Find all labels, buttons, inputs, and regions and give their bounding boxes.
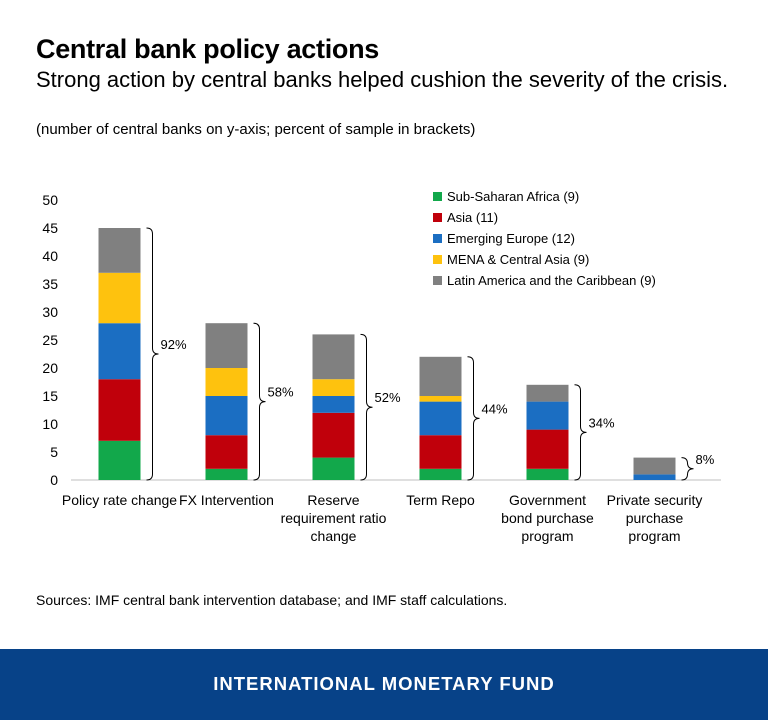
legend-label: Asia (11) bbox=[447, 210, 498, 225]
bar-segment bbox=[205, 396, 248, 436]
bar-segment bbox=[98, 379, 141, 441]
y-tick-label: 35 bbox=[42, 276, 58, 292]
y-tick-label: 10 bbox=[42, 416, 58, 432]
x-tick-label: Policy rate change bbox=[62, 492, 177, 508]
y-tick-label: 30 bbox=[42, 304, 58, 320]
y-tick-label: 40 bbox=[42, 248, 58, 264]
x-tick-label: Term Repo bbox=[406, 492, 475, 508]
bar-segment bbox=[419, 401, 462, 436]
bar-segment bbox=[205, 368, 248, 396]
x-tick-label: requirement ratio bbox=[281, 510, 387, 526]
legend-label: Sub-Saharan Africa (9) bbox=[447, 189, 579, 204]
bar-segment bbox=[312, 457, 355, 480]
bar-segment bbox=[526, 401, 569, 430]
bar-segment bbox=[633, 457, 676, 475]
y-tick-label: 50 bbox=[42, 192, 58, 208]
legend-swatch bbox=[433, 234, 442, 243]
bar-segment bbox=[205, 323, 248, 368]
bracket-label: 34% bbox=[589, 415, 615, 430]
bar-segment bbox=[98, 440, 141, 480]
bracket-label: 52% bbox=[375, 390, 401, 405]
x-tick-label: Private security bbox=[607, 492, 703, 508]
bar-segment bbox=[205, 468, 248, 480]
bracket bbox=[360, 333, 373, 481]
bracket bbox=[146, 227, 159, 481]
x-tick-label: purchase bbox=[626, 510, 684, 526]
source-note: Sources: IMF central bank intervention d… bbox=[36, 592, 508, 608]
y-tick-label: 25 bbox=[42, 332, 58, 348]
legend-swatch bbox=[433, 276, 442, 285]
bracket bbox=[574, 384, 587, 481]
bar-segment bbox=[526, 429, 569, 469]
bar-segment bbox=[419, 356, 462, 396]
bracket-label: 44% bbox=[482, 401, 508, 416]
chart-note: (number of central banks on y-axis; perc… bbox=[36, 121, 476, 138]
y-tick-label: 20 bbox=[42, 360, 58, 376]
bar-segment bbox=[205, 435, 248, 469]
x-tick-label: program bbox=[521, 528, 573, 544]
bar-segment bbox=[312, 412, 355, 458]
legend-label: Latin America and the Caribbean (9) bbox=[447, 273, 656, 288]
stacked-bar-chart: 0 5 10 15 20 25 30 35 40 45 50 92% Policy rate chang… bbox=[42, 189, 721, 544]
bar-segment bbox=[633, 474, 676, 480]
bar-segment bbox=[98, 323, 141, 380]
legend-swatch bbox=[433, 213, 442, 222]
x-tick-label: FX Intervention bbox=[179, 492, 274, 508]
footer-banner: INTERNATIONAL MONETARY FUND bbox=[0, 649, 768, 720]
chart-title: Central bank policy actions bbox=[36, 34, 379, 64]
bar-segment bbox=[526, 468, 569, 480]
bar-segment bbox=[312, 379, 355, 396]
bar-segment bbox=[419, 468, 462, 480]
legend-swatch bbox=[433, 192, 442, 201]
y-tick-label: 15 bbox=[42, 388, 58, 404]
legend-swatch bbox=[433, 255, 442, 264]
bracket-label: 58% bbox=[268, 385, 294, 400]
y-tick-label: 5 bbox=[50, 444, 58, 460]
legend-label: MENA & Central Asia (9) bbox=[447, 252, 589, 267]
bar-segment bbox=[98, 272, 141, 324]
x-tick-label: Reserve bbox=[307, 492, 359, 508]
x-tick-label: bond purchase bbox=[501, 510, 594, 526]
bracket bbox=[467, 356, 480, 481]
y-tick-label: 0 bbox=[50, 472, 58, 488]
bracket-label: 8% bbox=[696, 452, 715, 467]
x-tick-label: change bbox=[311, 528, 357, 544]
bar-segment bbox=[526, 384, 569, 402]
footer-label: INTERNATIONAL MONETARY FUND bbox=[213, 673, 555, 694]
bar-segment bbox=[419, 396, 462, 402]
bracket bbox=[253, 322, 266, 481]
bracket-label: 92% bbox=[161, 337, 187, 352]
legend-label: Emerging Europe (12) bbox=[447, 231, 575, 246]
bar-segment bbox=[312, 334, 355, 380]
y-tick-label: 45 bbox=[42, 220, 58, 236]
bracket bbox=[681, 457, 694, 481]
chart-subtitle: Strong action by central banks helped cu… bbox=[36, 67, 729, 92]
bar-segment bbox=[98, 228, 141, 273]
bar-segment bbox=[419, 435, 462, 469]
bar-segment bbox=[312, 396, 355, 413]
x-tick-label: Government bbox=[509, 492, 586, 508]
x-tick-label: program bbox=[628, 528, 680, 544]
